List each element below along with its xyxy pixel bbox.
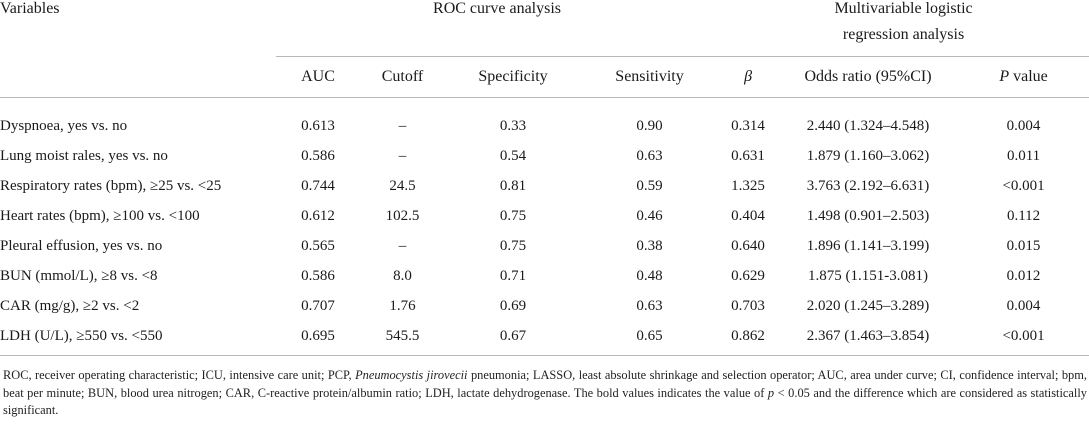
specificity-cell: 0.75 — [499, 237, 527, 254]
cutoff-cell: 1.76 — [389, 297, 416, 314]
sensitivity-cell: 0.63 — [636, 147, 663, 164]
odds-ratio-cell: 2.020 (1.245–3.289) — [806, 297, 930, 314]
p-value-cell: <0.001 — [1002, 327, 1045, 344]
logistic-group-header-line1: Multivariable logistic — [834, 0, 973, 17]
p-value-cell: 0.004 — [1006, 297, 1041, 314]
cutoff-header: Cutoff — [381, 68, 424, 85]
beta-cell: 0.404 — [731, 207, 765, 224]
beta-cell: 0.862 — [731, 327, 765, 344]
results-table: Variables ROC curve analysis Multivariab… — [0, 0, 1089, 351]
odds-ratio-cell: 1.896 (1.141–3.199) — [806, 237, 930, 254]
roc-group-header: ROC curve analysis — [433, 0, 562, 17]
variable-cell: LDH (U/L), ≥550 vs. <550 — [0, 327, 163, 344]
cutoff-cell: – — [398, 147, 407, 164]
variables-header: Variables — [0, 0, 60, 17]
table-row: CAR (mg/g), ≥2 vs. <2 0.707 1.76 0.69 0.63 0.… — [0, 291, 1089, 321]
variable-cell: CAR (mg/g), ≥2 vs. <2 — [0, 297, 140, 314]
auc-cell: 0.565 — [301, 237, 335, 254]
p-value-cell: 0.015 — [1006, 237, 1041, 254]
sensitivity-header: Sensitivity — [615, 68, 684, 85]
p-value-cell: 0.112 — [1006, 207, 1041, 224]
odds-ratio-cell: 2.440 (1.324–4.548) — [806, 117, 930, 134]
logistic-group-header-line2: regression analysis — [718, 26, 1089, 57]
beta-cell: 0.631 — [731, 147, 765, 164]
table-row: Heart rates (bpm), ≥100 vs. <100 0.612 102… — [0, 201, 1089, 231]
table-footnote: ROC, receiver operating characteristic; … — [0, 355, 1089, 420]
specificity-cell: 0.33 — [499, 117, 527, 134]
specificity-cell: 0.81 — [499, 177, 527, 194]
beta-cell: 1.325 — [731, 177, 765, 194]
table-row: Respiratory rates (bpm), ≥25 vs. <25 0.74… — [0, 171, 1089, 201]
sensitivity-cell: 0.46 — [636, 207, 663, 224]
table-row: LDH (U/L), ≥550 vs. <550 0.695 545.5 0.67 0.… — [0, 321, 1089, 351]
variable-cell: Dyspnoea, yes vs. no — [0, 117, 128, 134]
footnote-part3: < 0.05 and the difference which are cons… — [3, 385, 1087, 418]
specificity-cell: 0.75 — [499, 207, 527, 224]
sensitivity-cell: 0.65 — [636, 327, 663, 344]
p-value-cell: 0.011 — [1006, 147, 1041, 164]
auc-cell: 0.586 — [301, 147, 335, 164]
sensitivity-cell: 0.59 — [636, 177, 663, 194]
p-value-cell: <0.001 — [1002, 177, 1045, 194]
table-row: Dyspnoea, yes vs. no 0.613 – 0.33 0.90 0.314 2… — [0, 111, 1089, 141]
odds-ratio-cell: 1.498 (0.901–2.503) — [806, 207, 930, 224]
odds-ratio-cell: 2.367 (1.463–3.854) — [806, 327, 930, 344]
p-value-cell: 0.012 — [1006, 267, 1041, 284]
table-row: Pleural effusion, yes vs. no 0.565 – 0.75 0.… — [0, 231, 1089, 261]
variable-cell: BUN (mmol/L), ≥8 vs. <8 — [0, 267, 158, 284]
cutoff-cell: – — [398, 237, 407, 254]
variable-cell: Lung moist rales, yes vs. no — [0, 147, 168, 164]
header-row-1: Variables ROC curve analysis Multivariab… — [0, 0, 1089, 26]
odds-ratio-cell: 1.875 (1.151-3.081) — [808, 267, 929, 284]
sensitivity-cell: 0.38 — [636, 237, 663, 254]
auc-cell: 0.613 — [301, 117, 335, 134]
cutoff-cell: 102.5 — [385, 207, 420, 224]
sensitivity-cell: 0.90 — [636, 117, 663, 134]
beta-cell: 0.640 — [731, 237, 765, 254]
variable-cell: Pleural effusion, yes vs. no — [0, 237, 163, 254]
table-row: Lung moist rales, yes vs. no 0.586 – 0.54 0.… — [0, 141, 1089, 171]
specificity-header: Specificity — [478, 68, 548, 85]
cutoff-cell: – — [398, 117, 407, 134]
p-value-cell: 0.004 — [1006, 117, 1041, 134]
sensitivity-cell: 0.63 — [636, 297, 663, 314]
sensitivity-cell: 0.48 — [636, 267, 663, 284]
beta-cell: 0.629 — [731, 267, 765, 284]
specificity-cell: 0.71 — [499, 267, 527, 284]
auc-cell: 0.586 — [301, 267, 335, 284]
auc-cell: 0.695 — [301, 327, 335, 344]
cutoff-cell: 8.0 — [393, 267, 412, 284]
variable-cell: Heart rates (bpm), ≥100 vs. <100 — [0, 207, 200, 224]
beta-header: β — [744, 68, 753, 85]
auc-cell: 0.744 — [301, 177, 335, 194]
p-value-header: P value — [958, 57, 1089, 98]
odds-ratio-cell: 3.763 (2.192–6.631) — [806, 177, 930, 194]
p-rest: value — [1009, 68, 1048, 85]
variable-cell: Respiratory rates (bpm), ≥25 vs. <25 — [0, 177, 222, 194]
beta-cell: 0.703 — [731, 297, 765, 314]
beta-cell: 0.314 — [731, 117, 765, 134]
odds-ratio-cell: 1.879 (1.160–3.062) — [806, 147, 930, 164]
specificity-cell: 0.67 — [499, 327, 527, 344]
auc-cell: 0.612 — [301, 207, 335, 224]
p-italic: P — [999, 68, 1010, 85]
footnote-part1: ROC, receiver operating characteristic; … — [3, 368, 356, 382]
auc-cell: 0.707 — [301, 297, 335, 314]
auc-header: AUC — [301, 68, 335, 85]
specificity-cell: 0.54 — [499, 147, 527, 164]
specificity-cell: 0.69 — [499, 297, 527, 314]
odds-ratio-header: Odds ratio (95%CI) — [804, 68, 932, 85]
header-row-2: AUC Cutoff Specificity Sensitivity β Odd… — [0, 57, 1089, 98]
cutoff-cell: 545.5 — [385, 327, 420, 344]
footnote-italic-term: Pneumocystis jirovecii — [355, 368, 468, 382]
footnote-italic-p: p — [767, 385, 775, 400]
header-row-1b: regression analysis — [0, 26, 1089, 57]
footnote-part2: pneumonia; LASSO, least absolute shrinka… — [3, 368, 1087, 400]
table-row: BUN (mmol/L), ≥8 vs. <8 0.586 8.0 0.71 0.48 0… — [0, 261, 1089, 291]
cutoff-cell: 24.5 — [389, 177, 416, 194]
